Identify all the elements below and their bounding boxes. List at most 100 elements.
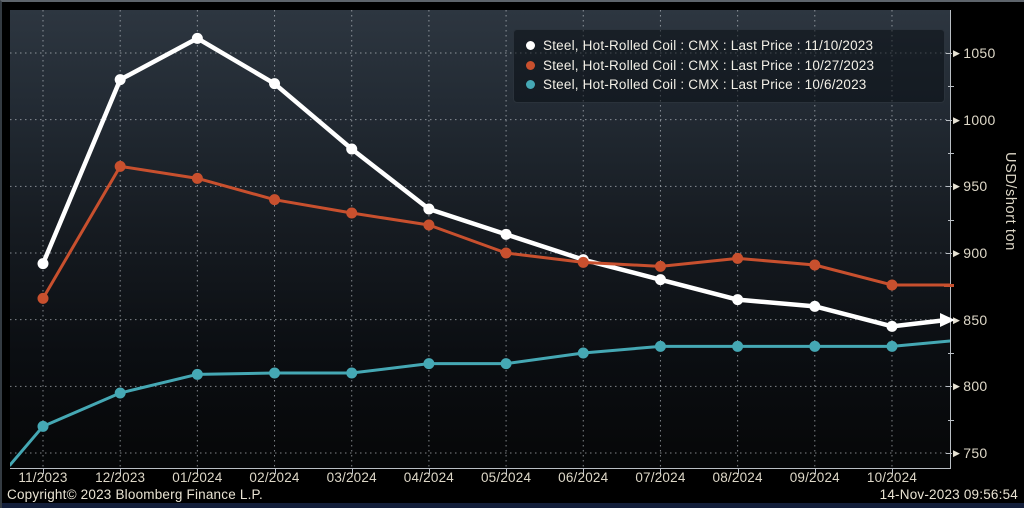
tick-arrow-icon: ▶	[953, 448, 961, 458]
y-axis-tick-label: ▶ 900	[953, 245, 988, 261]
y-axis-tick-label: ▶ 750	[953, 445, 988, 461]
data-point-marker[interactable]	[809, 340, 821, 352]
data-point-marker[interactable]	[269, 78, 281, 90]
y-axis-major-tick	[946, 386, 952, 388]
legend-label: Steel, Hot-Rolled Coil : CMX : Last Pric…	[543, 38, 874, 54]
y-axis-major-tick	[946, 119, 952, 121]
x-axis-tick-label: 03/2024	[326, 470, 377, 485]
y-axis-tick-label: ▶ 850	[953, 311, 988, 328]
data-point-marker[interactable]	[732, 294, 744, 306]
data-point-marker[interactable]	[809, 259, 821, 271]
x-axis-tick	[197, 468, 199, 474]
legend-item-10-27-2023[interactable]: Steel, Hot-Rolled Coil : CMX : Last Pric…	[526, 56, 934, 76]
data-point-marker[interactable]	[886, 320, 898, 332]
y-axis-minor-tick	[948, 419, 954, 421]
tick-arrow-icon: ▶	[953, 181, 961, 192]
data-point-marker[interactable]	[809, 300, 821, 312]
data-point-marker[interactable]	[577, 256, 589, 268]
chart-canvas-svg[interactable]	[10, 10, 950, 468]
y-axis-tick-label: ▶ 1000	[953, 111, 996, 128]
y-axis-minor-tick	[948, 219, 954, 221]
x-axis-tick	[583, 468, 585, 474]
copyright-text: Copyright© 2023 Bloomberg Finance L.P.	[7, 487, 263, 502]
y-axis-tick-label: ▶ 1050	[953, 45, 996, 61]
data-point-marker[interactable]	[654, 340, 666, 352]
x-axis-tick-label: 09/2024	[789, 470, 840, 485]
y-axis-major-tick	[946, 253, 952, 254]
legend-item-10-6-2023[interactable]: Steel, Hot-Rolled Coil : CMX : Last Pric…	[526, 75, 934, 95]
data-point-marker[interactable]	[423, 358, 435, 370]
data-point-marker[interactable]	[423, 219, 435, 231]
x-axis-tick-label: 08/2024	[712, 470, 763, 485]
data-point-marker[interactable]	[654, 274, 666, 286]
x-axis-tick-label: 04/2024	[403, 470, 454, 485]
data-point-marker[interactable]	[732, 340, 744, 352]
data-point-marker[interactable]	[886, 279, 898, 291]
tick-arrow-icon: ▶	[953, 381, 961, 392]
data-point-marker[interactable]	[37, 258, 49, 270]
x-axis-tick-label: 02/2024	[249, 470, 300, 485]
legend-item-11-10-2023[interactable]: Steel, Hot-Rolled Coil : CMX : Last Pric…	[526, 36, 934, 56]
tick-arrow-icon: ▶	[953, 314, 961, 325]
y-axis-minor-tick	[948, 286, 954, 288]
legend-dot-white-icon	[526, 41, 535, 51]
x-axis-tick-label: 06/2024	[558, 470, 609, 485]
data-point-marker[interactable]	[37, 292, 49, 304]
x-axis-tick	[43, 468, 44, 474]
y-axis-title: USD/short ton	[1002, 152, 1018, 251]
y-axis-major-tick	[946, 53, 952, 54]
x-axis-tick-label: 11/2023	[18, 470, 68, 485]
white-series-end-arrow-marker	[940, 312, 955, 327]
legend-label: Steel, Hot-Rolled Coil : CMX : Last Pric…	[543, 77, 867, 93]
tick-arrow-icon: ▶	[953, 114, 961, 125]
data-point-marker[interactable]	[114, 160, 126, 172]
x-axis-tick	[351, 468, 353, 474]
data-point-marker[interactable]	[346, 143, 358, 155]
data-point-marker[interactable]	[191, 32, 203, 44]
data-point-marker[interactable]	[114, 74, 126, 86]
data-point-marker[interactable]	[114, 387, 126, 399]
y-axis-minor-tick	[948, 153, 954, 154]
data-point-marker[interactable]	[423, 203, 435, 215]
legend-label: Steel, Hot-Rolled Coil : CMX : Last Pric…	[543, 57, 875, 73]
data-point-marker[interactable]	[577, 347, 589, 359]
data-point-marker[interactable]	[500, 358, 512, 370]
data-point-marker[interactable]	[191, 368, 203, 380]
x-axis-tick	[428, 468, 430, 474]
timestamp-text: 14-Nov-2023 09:56:54	[879, 487, 1018, 502]
y-axis-tick-label: ▶ 800	[953, 378, 988, 395]
legend-dot-teal-icon	[526, 80, 535, 90]
x-axis-tick	[660, 468, 662, 474]
data-point-marker[interactable]	[269, 194, 281, 206]
x-axis-tick-label: 01/2024	[172, 470, 223, 485]
x-axis-tick	[737, 468, 739, 474]
data-point-marker[interactable]	[191, 172, 203, 184]
legend: Steel, Hot-Rolled Coil : CMX : Last Pric…	[513, 29, 945, 103]
data-point-marker[interactable]	[500, 228, 512, 240]
data-point-marker[interactable]	[346, 207, 358, 219]
y-axis-minor-tick	[948, 86, 954, 88]
x-axis-tick-label: 07/2024	[635, 470, 686, 485]
footer-bar	[2, 503, 1024, 508]
orange-series-end-tick-marker	[944, 283, 954, 287]
tick-arrow-icon: ▶	[953, 248, 961, 258]
y-axis-minor-tick	[948, 353, 954, 354]
x-axis-tick-label: 05/2024	[480, 470, 532, 485]
data-point-marker[interactable]	[269, 367, 281, 379]
x-axis-tick-label: 12/2023	[95, 470, 146, 485]
data-point-marker[interactable]	[37, 420, 49, 432]
x-axis-tick	[891, 468, 893, 474]
data-point-marker[interactable]	[346, 367, 358, 379]
data-point-marker[interactable]	[654, 260, 666, 272]
tick-arrow-icon: ▶	[953, 48, 961, 58]
data-point-marker[interactable]	[886, 340, 898, 352]
y-axis-major-tick	[946, 186, 952, 188]
data-point-marker[interactable]	[732, 252, 744, 264]
x-axis-tick-label: 10/2024	[866, 470, 918, 485]
data-point-marker[interactable]	[500, 247, 512, 259]
y-axis-tick-label: ▶ 950	[953, 178, 988, 195]
series-line[interactable]	[10, 339, 950, 467]
legend-dot-orange-icon	[526, 60, 535, 70]
x-axis-tick	[506, 468, 508, 474]
